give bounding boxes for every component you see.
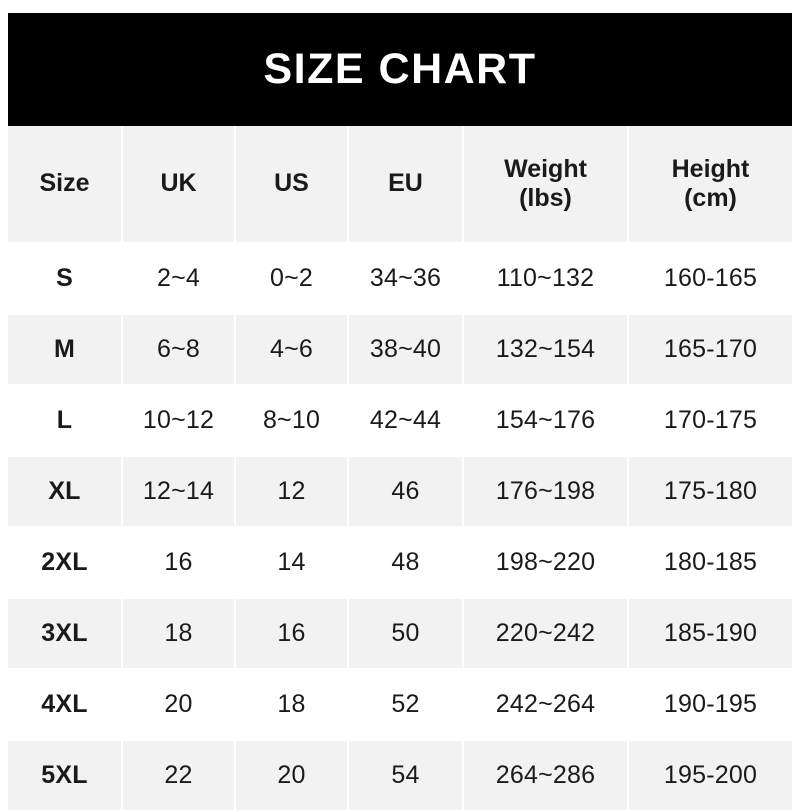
- title-banner: SIZE CHART: [8, 13, 792, 126]
- cell-weight: 198~220: [463, 527, 629, 599]
- cell-weight: 264~286: [463, 740, 629, 812]
- cell-weight: 154~176: [463, 385, 629, 457]
- cell-us: 12: [235, 456, 349, 528]
- cell-height: 160-165: [628, 243, 792, 315]
- table-row: XL 12~14 12 46 176~198 175-180: [8, 456, 792, 528]
- cell-uk: 16: [122, 527, 236, 599]
- cell-eu: 38~40: [348, 314, 464, 386]
- cell-us: 20: [235, 740, 349, 812]
- page-title: SIZE CHART: [263, 45, 537, 93]
- cell-eu: 54: [348, 740, 464, 812]
- cell-us: 18: [235, 669, 349, 741]
- column-header-weight-label: Weight: [504, 154, 587, 183]
- cell-size: M: [8, 314, 123, 386]
- table-row: 5XL 22 20 54 264~286 195-200: [8, 740, 792, 812]
- cell-us: 14: [235, 527, 349, 599]
- cell-size: 2XL: [8, 527, 123, 599]
- size-chart-container: SIZE CHART Size UK US EU: [8, 13, 792, 812]
- table-body: S 2~4 0~2 34~36 110~132 160-165 M 6~8 4~…: [8, 243, 792, 812]
- table-row: S 2~4 0~2 34~36 110~132 160-165: [8, 243, 792, 315]
- cell-weight: 110~132: [463, 243, 629, 315]
- table-row: 2XL 16 14 48 198~220 180-185: [8, 527, 792, 599]
- column-header-us: US: [235, 126, 349, 244]
- table-row: L 10~12 8~10 42~44 154~176 170-175: [8, 385, 792, 457]
- cell-height: 180-185: [628, 527, 792, 599]
- cell-eu: 46: [348, 456, 464, 528]
- cell-size: XL: [8, 456, 123, 528]
- cell-eu: 42~44: [348, 385, 464, 457]
- column-header-us-label: US: [274, 169, 309, 198]
- cell-size: 3XL: [8, 598, 123, 670]
- cell-height: 165-170: [628, 314, 792, 386]
- table-row: 4XL 20 18 52 242~264 190-195: [8, 669, 792, 741]
- cell-uk: 6~8: [122, 314, 236, 386]
- size-chart-table: Size UK US EU Weight (lbs) Height (cm): [8, 126, 792, 812]
- cell-uk: 18: [122, 598, 236, 670]
- cell-height: 190-195: [628, 669, 792, 741]
- column-header-height: Height (cm): [628, 126, 792, 244]
- cell-weight: 176~198: [463, 456, 629, 528]
- cell-size: S: [8, 243, 123, 315]
- column-header-size: Size: [8, 126, 123, 244]
- cell-uk: 2~4: [122, 243, 236, 315]
- cell-weight: 220~242: [463, 598, 629, 670]
- cell-size: L: [8, 385, 123, 457]
- table-row: M 6~8 4~6 38~40 132~154 165-170: [8, 314, 792, 386]
- cell-uk: 10~12: [122, 385, 236, 457]
- cell-height: 195-200: [628, 740, 792, 812]
- cell-height: 170-175: [628, 385, 792, 457]
- cell-uk: 12~14: [122, 456, 236, 528]
- cell-eu: 52: [348, 669, 464, 741]
- column-header-weight: Weight (lbs): [463, 126, 629, 244]
- cell-uk: 22: [122, 740, 236, 812]
- column-header-size-label: Size: [39, 169, 90, 198]
- cell-eu: 48: [348, 527, 464, 599]
- cell-us: 16: [235, 598, 349, 670]
- column-header-uk: UK: [122, 126, 236, 244]
- cell-weight: 132~154: [463, 314, 629, 386]
- cell-size: 5XL: [8, 740, 123, 812]
- cell-eu: 50: [348, 598, 464, 670]
- cell-height: 185-190: [628, 598, 792, 670]
- cell-uk: 20: [122, 669, 236, 741]
- column-header-height-label: Height: [671, 154, 750, 183]
- column-header-eu: EU: [348, 126, 464, 244]
- cell-eu: 34~36: [348, 243, 464, 315]
- cell-us: 8~10: [235, 385, 349, 457]
- cell-size: 4XL: [8, 669, 123, 741]
- cell-us: 0~2: [235, 243, 349, 315]
- table-header-row: Size UK US EU Weight (lbs) Height (cm): [8, 126, 792, 244]
- column-header-eu-label: EU: [388, 169, 423, 198]
- cell-height: 175-180: [628, 456, 792, 528]
- table-row: 3XL 18 16 50 220~242 185-190: [8, 598, 792, 670]
- column-header-height-unit: (cm): [684, 184, 737, 212]
- column-header-uk-label: UK: [160, 169, 197, 198]
- column-header-weight-unit: (lbs): [519, 184, 572, 212]
- cell-us: 4~6: [235, 314, 349, 386]
- cell-weight: 242~264: [463, 669, 629, 741]
